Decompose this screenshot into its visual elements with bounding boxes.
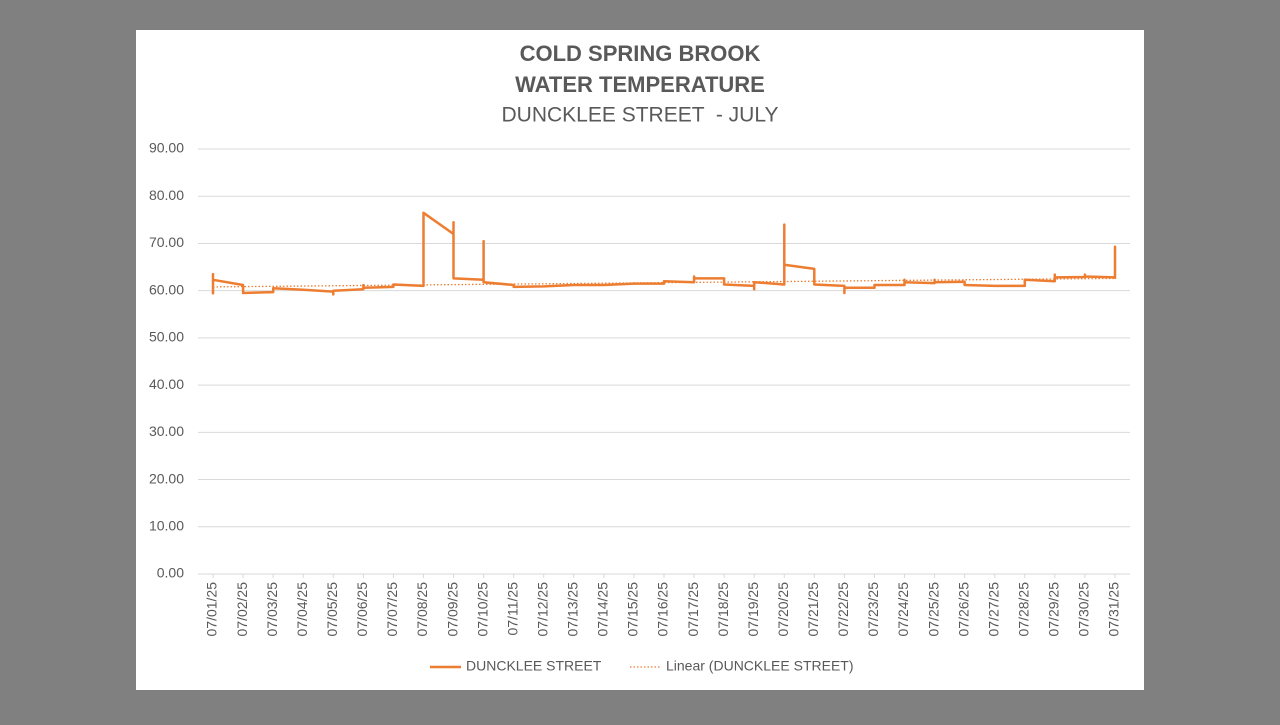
y-tick-label: 0.00 — [157, 565, 184, 581]
chart-title: COLD SPRING BROOK — [520, 41, 761, 66]
x-tick-label: 07/20/25 — [775, 582, 791, 637]
x-tick-label: 07/12/25 — [534, 582, 550, 637]
x-tick-label: 07/10/25 — [474, 582, 490, 637]
chart-title: WATER TEMPERATURE — [515, 72, 765, 97]
x-tick-label: 07/11/25 — [504, 582, 520, 636]
x-tick-label: 07/26/25 — [955, 582, 971, 637]
x-tick-label: 07/16/25 — [655, 582, 671, 637]
y-tick-label: 60.00 — [149, 281, 184, 297]
chart-subtitle: DUNCKLEE STREET - JULY — [502, 104, 779, 127]
x-tick-label: 07/28/25 — [1015, 582, 1031, 637]
y-tick-label: 50.00 — [149, 329, 184, 345]
x-tick-label: 07/09/25 — [444, 582, 460, 637]
x-tick-label: 07/17/25 — [685, 582, 701, 637]
x-tick-label: 07/24/25 — [895, 582, 911, 637]
x-tick-label: 07/13/25 — [565, 582, 581, 637]
x-tick-label: 07/19/25 — [745, 582, 761, 637]
x-tick-label: 07/18/25 — [715, 582, 731, 637]
y-tick-label: 30.00 — [149, 423, 184, 439]
x-tick-label: 07/01/25 — [204, 582, 220, 637]
series-line — [211, 211, 1117, 296]
y-tick-label: 20.00 — [149, 470, 184, 486]
x-tick-label: 07/27/25 — [985, 582, 1001, 637]
x-tick-label: 07/23/25 — [865, 582, 881, 637]
x-tick-label: 07/15/25 — [625, 582, 641, 637]
y-tick-label: 80.00 — [149, 187, 184, 203]
x-tick-label: 07/14/25 — [595, 582, 611, 637]
x-tick-label: 07/07/25 — [384, 582, 400, 637]
y-tick-label: 70.00 — [149, 234, 184, 250]
x-tick-label: 07/31/25 — [1106, 582, 1122, 637]
x-tick-label: 07/25/25 — [925, 582, 941, 637]
x-tick-label: 07/22/25 — [835, 582, 851, 637]
x-tick-label: 07/21/25 — [805, 582, 821, 637]
x-tick-label: 07/04/25 — [294, 582, 310, 637]
legend-label: Linear (DUNCKLEE STREET) — [666, 658, 854, 674]
x-tick-label: 07/29/25 — [1046, 582, 1062, 637]
x-tick-label: 07/03/25 — [264, 582, 280, 637]
y-tick-label: 40.00 — [149, 376, 184, 392]
x-tick-label: 07/02/25 — [234, 582, 250, 637]
x-tick-label: 07/08/25 — [414, 582, 430, 637]
y-tick-label: 90.00 — [149, 140, 184, 156]
legend-label: DUNCKLEE STREET — [466, 658, 602, 674]
x-tick-label: 07/06/25 — [354, 582, 370, 637]
x-tick-label: 07/05/25 — [324, 582, 340, 637]
y-tick-label: 10.00 — [149, 517, 184, 533]
chart-area — [136, 30, 1144, 690]
x-tick-label: 07/30/25 — [1076, 582, 1092, 637]
